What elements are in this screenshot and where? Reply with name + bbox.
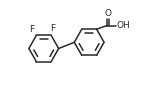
Text: F: F	[50, 24, 55, 33]
Text: O: O	[105, 9, 112, 18]
Text: F: F	[29, 25, 34, 34]
Text: OH: OH	[117, 21, 130, 30]
